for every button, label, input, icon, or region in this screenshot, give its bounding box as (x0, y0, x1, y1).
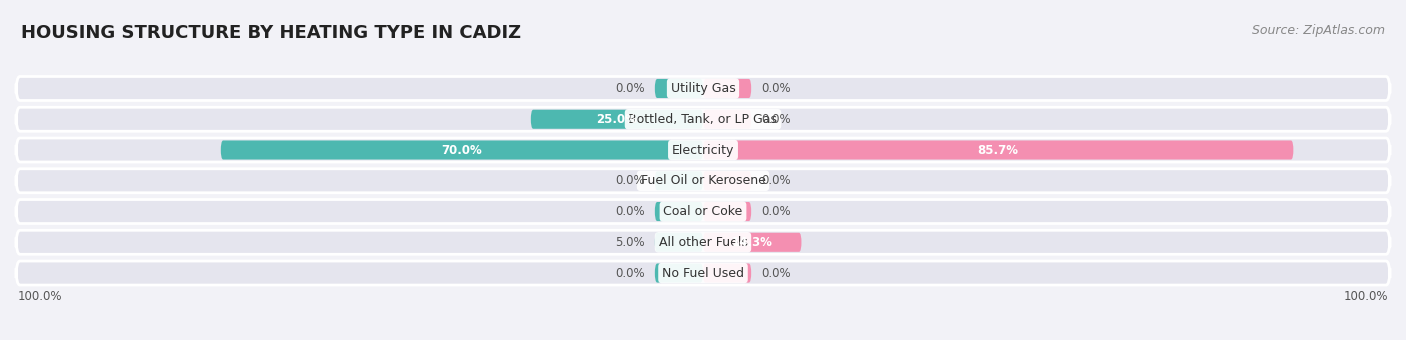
Text: 0.0%: 0.0% (614, 267, 644, 279)
FancyBboxPatch shape (15, 107, 1391, 131)
FancyBboxPatch shape (703, 202, 751, 221)
Text: 0.0%: 0.0% (762, 82, 792, 95)
Text: 0.0%: 0.0% (614, 82, 644, 95)
FancyBboxPatch shape (655, 202, 703, 221)
FancyBboxPatch shape (703, 171, 751, 190)
Text: Coal or Coke: Coal or Coke (664, 205, 742, 218)
Text: 0.0%: 0.0% (614, 174, 644, 187)
FancyBboxPatch shape (15, 261, 1391, 285)
FancyBboxPatch shape (15, 76, 1391, 101)
Text: 0.0%: 0.0% (614, 205, 644, 218)
Text: Source: ZipAtlas.com: Source: ZipAtlas.com (1251, 24, 1385, 37)
Text: 100.0%: 100.0% (17, 290, 62, 303)
FancyBboxPatch shape (655, 171, 703, 190)
Text: 85.7%: 85.7% (977, 143, 1019, 156)
FancyBboxPatch shape (15, 200, 1391, 223)
Text: 0.0%: 0.0% (762, 267, 792, 279)
FancyBboxPatch shape (703, 140, 1294, 159)
Text: Bottled, Tank, or LP Gas: Bottled, Tank, or LP Gas (628, 113, 778, 126)
FancyBboxPatch shape (703, 264, 751, 283)
Text: HOUSING STRUCTURE BY HEATING TYPE IN CADIZ: HOUSING STRUCTURE BY HEATING TYPE IN CAD… (21, 24, 522, 42)
FancyBboxPatch shape (703, 79, 751, 98)
FancyBboxPatch shape (703, 233, 801, 252)
Text: Fuel Oil or Kerosene: Fuel Oil or Kerosene (641, 174, 765, 187)
Text: 5.0%: 5.0% (614, 236, 644, 249)
Text: All other Fuels: All other Fuels (658, 236, 748, 249)
FancyBboxPatch shape (655, 233, 703, 252)
FancyBboxPatch shape (221, 140, 703, 159)
FancyBboxPatch shape (655, 264, 703, 283)
Text: 70.0%: 70.0% (441, 143, 482, 156)
FancyBboxPatch shape (15, 169, 1391, 193)
FancyBboxPatch shape (15, 138, 1391, 162)
Text: 0.0%: 0.0% (762, 205, 792, 218)
Text: 0.0%: 0.0% (762, 113, 792, 126)
Text: 100.0%: 100.0% (1344, 290, 1389, 303)
Text: No Fuel Used: No Fuel Used (662, 267, 744, 279)
FancyBboxPatch shape (15, 230, 1391, 254)
Text: Utility Gas: Utility Gas (671, 82, 735, 95)
Text: 14.3%: 14.3% (731, 236, 773, 249)
FancyBboxPatch shape (531, 110, 703, 129)
FancyBboxPatch shape (655, 79, 703, 98)
Text: Electricity: Electricity (672, 143, 734, 156)
Text: 25.0%: 25.0% (596, 113, 637, 126)
FancyBboxPatch shape (703, 110, 751, 129)
Text: 0.0%: 0.0% (762, 174, 792, 187)
